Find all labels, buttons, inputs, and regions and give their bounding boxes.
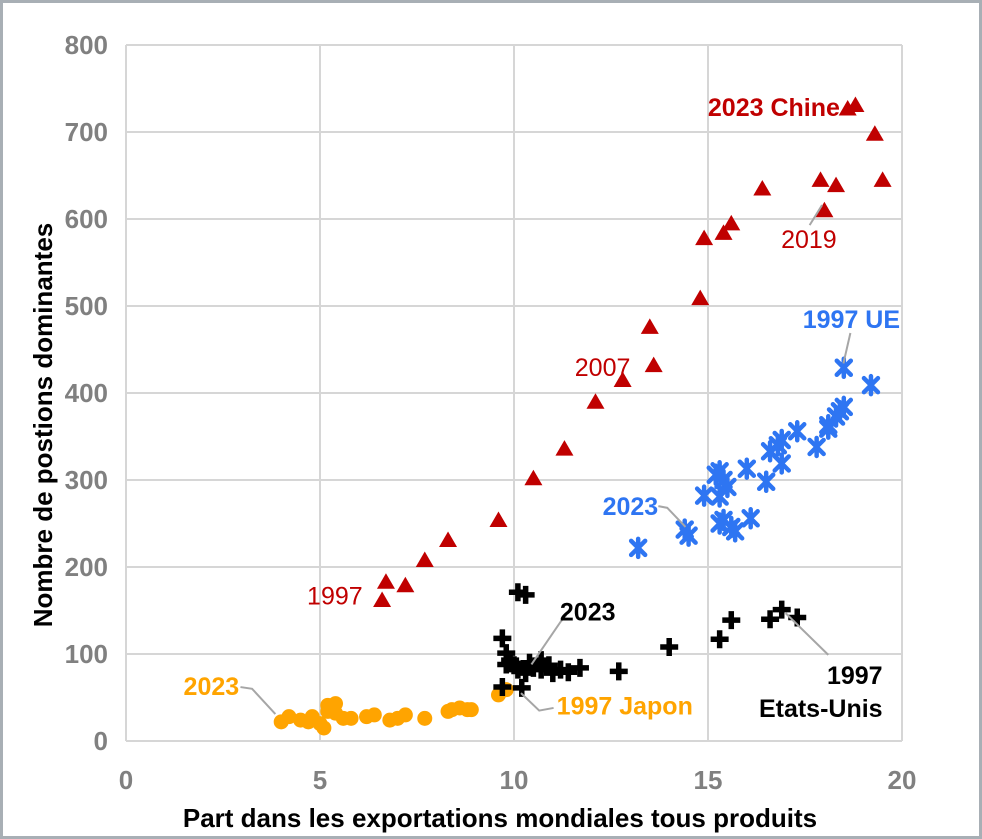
ue-point <box>772 428 791 452</box>
etats-unis-point <box>609 662 628 681</box>
label-1997-japon-leader-line <box>520 692 554 712</box>
ue-point <box>718 475 737 499</box>
label-2019-chine-leader-line <box>808 204 823 226</box>
y-tick-label: 0 <box>94 726 108 756</box>
data-series <box>273 96 892 736</box>
etats-unis-point <box>493 678 512 697</box>
chine-point <box>753 180 772 196</box>
y-tick-label: 800 <box>65 30 108 60</box>
ue-point <box>694 484 714 507</box>
axis-tick-labels: 0 100 200 300 400 500 600 700 800 0 5 10 15 20 <box>65 30 917 795</box>
label-2019-chine: 2019 <box>781 226 837 254</box>
ue-point <box>772 452 791 475</box>
y-tick-label: 400 <box>65 378 108 408</box>
chine-point <box>613 371 632 387</box>
japon-point <box>343 710 359 726</box>
etats-unis-point <box>570 658 589 677</box>
chine-point <box>691 289 710 306</box>
chine-point <box>640 318 659 334</box>
series-ue <box>628 356 881 560</box>
label-2023-etats-unis-leader-line <box>530 614 568 666</box>
chine-point <box>865 125 884 141</box>
etats-unis-point <box>710 630 729 649</box>
ue-point <box>787 420 807 443</box>
japon-point <box>417 710 433 726</box>
chine-point <box>396 576 415 593</box>
y-tick-label: 200 <box>65 552 108 582</box>
x-tick-label: 5 <box>313 765 327 795</box>
y-tick-label: 100 <box>65 639 108 669</box>
chine-point <box>373 591 392 608</box>
x-tick-label: 20 <box>888 765 917 795</box>
label-2023-ue-leader-line <box>658 505 687 528</box>
ue-point <box>628 536 648 560</box>
chine-point <box>415 551 434 568</box>
ue-point <box>679 524 698 547</box>
label-1997-chine: 1997 <box>307 583 363 611</box>
chine-point <box>873 171 892 187</box>
ue-point <box>861 373 881 397</box>
y-tick-label: 600 <box>65 204 108 234</box>
label-2007-chine: 2007 <box>575 354 631 382</box>
y-tick-label: 500 <box>65 291 108 321</box>
label-2023-japon-leader-line <box>240 686 277 715</box>
chine-point <box>439 531 458 548</box>
chine-point <box>714 224 733 240</box>
etats-unis-point <box>660 638 679 657</box>
chine-point <box>846 96 865 113</box>
y-tick-label: 300 <box>65 465 108 495</box>
y-tick-label: 700 <box>65 117 108 147</box>
japon-point <box>316 720 332 736</box>
gridlines <box>125 44 903 742</box>
japon-point <box>281 709 297 725</box>
chine-point <box>815 201 834 218</box>
chine-point <box>827 176 846 193</box>
series-chine <box>373 96 892 608</box>
ue-point <box>741 507 760 530</box>
label-1997-etats-unis-leader-line <box>784 612 829 656</box>
chine-point <box>376 573 395 589</box>
chine-point <box>489 511 508 528</box>
chine-point <box>811 171 830 187</box>
etats-unis-point <box>722 611 741 630</box>
annotations: 2023 Chine 2019 2007 1997 1997 UE 2023 2023 199… <box>184 94 901 723</box>
ue-point <box>756 470 776 493</box>
chine-point <box>524 469 543 486</box>
chine-point <box>586 393 605 409</box>
x-tick-label: 15 <box>694 765 723 795</box>
chine-point <box>722 214 741 231</box>
japon-point <box>463 702 479 718</box>
ue-point <box>834 395 854 419</box>
etats-unis-point <box>516 585 535 604</box>
chine-point <box>644 356 663 373</box>
label-1997-ue-leader-line <box>842 332 852 364</box>
label-1997-etats-unis: 1997 Etats-Unis <box>759 662 883 723</box>
label-2023-chine: 2023 Chine <box>708 94 840 122</box>
label-2023-etats-unis: 2023 <box>560 598 616 626</box>
etats-unis-point <box>772 600 791 619</box>
etats-unis-point <box>493 629 512 648</box>
x-tick-label: 10 <box>500 765 529 795</box>
chine-point <box>695 229 714 246</box>
japon-point <box>328 696 344 712</box>
ue-point <box>807 435 826 459</box>
ue-point <box>737 457 757 480</box>
chine-point <box>555 440 574 456</box>
label-1997-japon: 1997 Japon <box>557 692 693 720</box>
series-etats-unis <box>493 583 807 697</box>
label-1997-ue: 1997 UE <box>803 306 900 334</box>
x-tick-label: 0 <box>119 765 133 795</box>
etats-unis-point <box>761 610 780 629</box>
scatter-chart: 0 100 200 300 400 500 600 700 800 0 5 10 15 20 2023 C… <box>28 30 917 833</box>
label-2023-ue: 2023 <box>603 493 659 521</box>
series-japon <box>273 682 514 736</box>
japon-point <box>366 707 382 723</box>
etats-unis-point <box>559 663 578 682</box>
y-axis-title: Nombre de postions dominantes <box>28 223 58 628</box>
japon-point <box>397 707 413 723</box>
x-axis-title: Part dans les exportations mondiales tou… <box>183 803 817 833</box>
label-2023-japon: 2023 <box>184 673 240 701</box>
ue-point <box>725 520 745 543</box>
